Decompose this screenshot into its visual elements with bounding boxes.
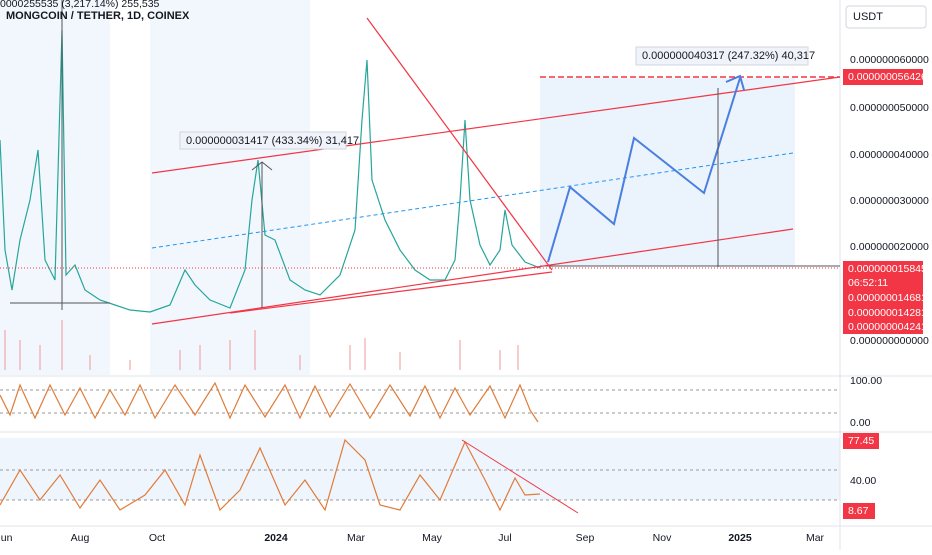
- triangle-bottom: [229, 271, 553, 314]
- annotation: 0.000000031417 (433.34%) 31,417: [186, 135, 359, 147]
- time-label: Sep: [576, 532, 595, 544]
- time-label: Nov: [653, 532, 672, 544]
- projection-path: [547, 77, 741, 263]
- measure-arrow: [251, 161, 273, 171]
- badge-text: 0.000000004241: [848, 321, 927, 333]
- badge-text: 0.000000015845: [848, 263, 927, 275]
- badge: [843, 290, 923, 334]
- osc-label: 77.45: [848, 435, 874, 447]
- volume: [4, 320, 519, 370]
- time-label: Aug: [71, 532, 90, 544]
- osc-label: 8.67: [848, 505, 869, 517]
- price-label: 0.000000020000: [850, 241, 929, 253]
- price-label: 0.000000040000: [850, 149, 929, 161]
- time-label: 2024: [264, 532, 288, 544]
- osc1-line: [0, 381, 539, 423]
- badge-text: 0.000000014681: [848, 292, 927, 304]
- badge-text: 06:52:11: [848, 277, 888, 289]
- osc-band: [0, 438, 840, 500]
- channel-lower: [151, 228, 794, 325]
- currency[interactable]: USDT: [853, 11, 883, 23]
- triangle-top: [366, 17, 553, 271]
- osc-label: 100.00: [850, 375, 882, 387]
- osc-trendline: [461, 439, 579, 514]
- osc-label: 40.00: [850, 475, 876, 487]
- time-label: Jun: [0, 532, 13, 544]
- time-axis: Jun Aug Oct 2024 Mar May Jul Sep Nov 202…: [0, 532, 825, 544]
- annotation-box: [635, 46, 809, 66]
- badge: [843, 503, 875, 519]
- osc2-line: [0, 438, 541, 512]
- badge: [843, 261, 923, 291]
- time-label: Oct: [149, 532, 165, 544]
- channel-mid: [151, 152, 794, 249]
- annotation-box: [179, 131, 347, 150]
- time-label: Jul: [498, 532, 511, 544]
- projection-arrow: [725, 74, 745, 91]
- badge-text: 0.000000056426: [848, 71, 927, 83]
- badge: [843, 69, 923, 85]
- price-label: 0.000000030000: [850, 195, 929, 207]
- time-label: 2025: [728, 532, 752, 544]
- channel-upper: [151, 76, 841, 174]
- time-label: Mar: [806, 532, 825, 544]
- price-label: 0.000000050000: [850, 102, 929, 114]
- time-label: May: [422, 532, 443, 544]
- price-label: 0.000000000000: [850, 335, 929, 347]
- quote: 0000255535 (3,217.14%) 255,535: [0, 0, 160, 10]
- badge: [843, 433, 879, 449]
- badge-text: 0.000000014281: [848, 307, 927, 319]
- osc-label: 0.00: [850, 417, 871, 429]
- time-label: Mar: [347, 532, 366, 544]
- shade: [150, 0, 310, 375]
- symbol: MONGCOIN / TETHER, 1D, COINEX: [6, 10, 190, 22]
- price-label: 0.000000060000: [850, 54, 929, 66]
- currency-button[interactable]: [845, 5, 927, 29]
- annotation: 0.000000040317 (247.32%) 40,317: [642, 50, 815, 62]
- shade: [0, 0, 110, 375]
- price-line: [0, 29, 541, 313]
